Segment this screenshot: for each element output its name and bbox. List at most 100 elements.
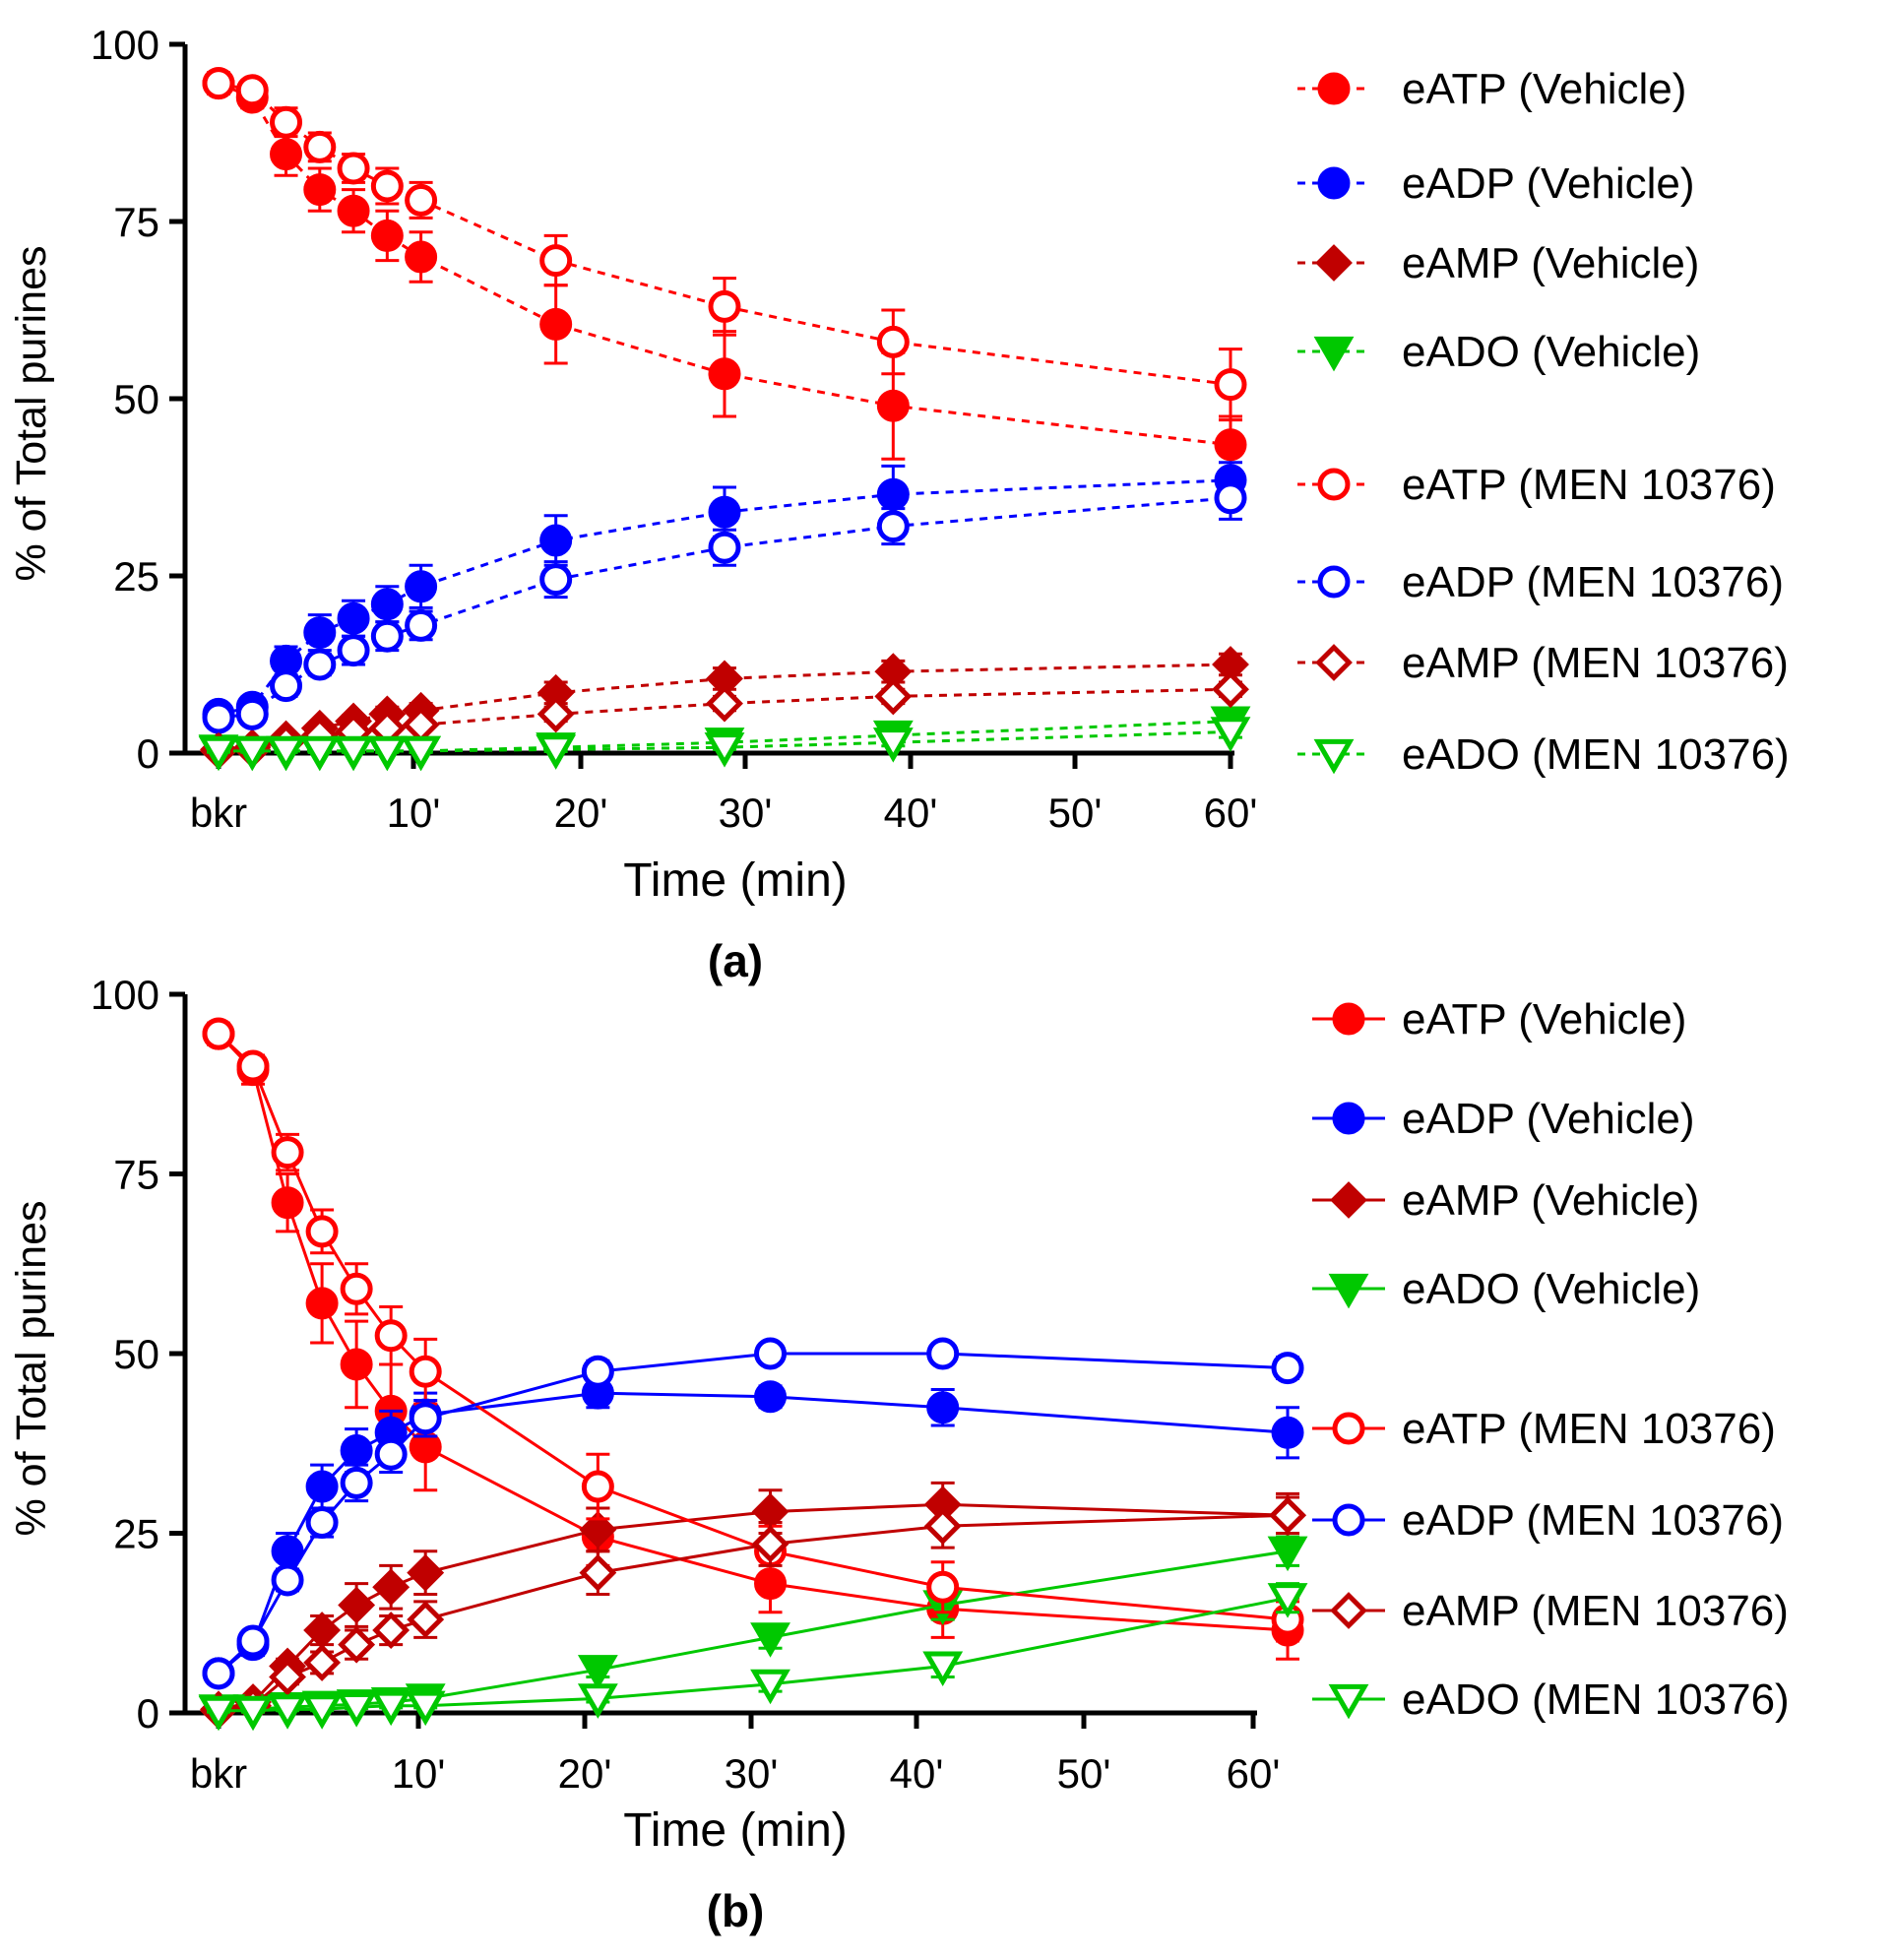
data-point	[374, 1319, 408, 1353]
data-point	[926, 1391, 960, 1424]
legend-marker	[1332, 1503, 1365, 1537]
data-point	[539, 307, 573, 341]
data-point	[1269, 1496, 1306, 1535]
data-point	[340, 1466, 373, 1499]
data-point	[1271, 1416, 1304, 1449]
x-baseline-label: bkr	[190, 1750, 247, 1797]
legend-marker	[1332, 1102, 1365, 1135]
legend-label: eADO (Vehicle)	[1402, 328, 1700, 376]
data-point	[337, 601, 370, 635]
legend-marker	[1330, 1592, 1367, 1629]
legend-marker	[1317, 72, 1351, 105]
series-eatp-vehicle	[202, 67, 1247, 475]
data-point	[266, 735, 306, 772]
legend-entry-eado-vehicle: eADO (Vehicle)	[1312, 1265, 1700, 1313]
data-point	[876, 510, 910, 543]
data-point	[409, 1355, 442, 1388]
data-point	[708, 495, 741, 529]
legend-label: eAMP (MEN 10376)	[1402, 639, 1789, 687]
legend: eATP (Vehicle) eADP (Vehicle) eAMP (Vehicl…	[1297, 65, 1790, 779]
data-point	[708, 357, 741, 391]
legend-entry-eatp-vehicle: eATP (Vehicle)	[1297, 65, 1686, 113]
data-point	[270, 105, 303, 139]
x-baseline-label: bkr	[190, 790, 247, 836]
data-point	[708, 531, 741, 564]
data-point	[704, 732, 745, 768]
legend-entry-eadp-vehicle: eADP (Vehicle)	[1312, 1095, 1695, 1143]
data-point	[750, 1622, 790, 1658]
data-point	[581, 1470, 614, 1503]
data-point	[202, 1017, 235, 1050]
x-axis-title: Time (min)	[623, 854, 848, 907]
data-point	[537, 695, 575, 733]
data-point	[202, 1657, 235, 1690]
legend-marker	[1332, 1412, 1365, 1445]
legend-marker	[1315, 244, 1353, 282]
series-eadp-men-10376	[202, 474, 1247, 734]
data-point	[1271, 1352, 1304, 1385]
data-point	[405, 183, 438, 217]
data-point	[372, 1568, 410, 1607]
x-tick-label: 60'	[1227, 1750, 1281, 1797]
data-point	[370, 619, 404, 653]
data-point	[198, 1695, 239, 1732]
data-point	[706, 684, 743, 723]
x-tick-label: 20'	[558, 1750, 612, 1797]
data-point	[1212, 670, 1249, 709]
x-tick-label: 50'	[1057, 1750, 1111, 1797]
legend-entry-eatp-men-10376: eATP (MEN 10376)	[1312, 1405, 1776, 1453]
data-point	[235, 697, 269, 730]
data-point	[370, 588, 404, 621]
legend-label: eATP (MEN 10376)	[1402, 1405, 1776, 1453]
y-axis-title: % of Total purines	[8, 245, 55, 581]
data-point	[232, 1695, 274, 1732]
data-point	[271, 1563, 304, 1597]
legend-marker	[1328, 1683, 1369, 1720]
series-eadp-men-10376	[202, 1337, 1304, 1690]
data-point	[303, 173, 337, 207]
data-point	[581, 1355, 614, 1388]
data-point	[337, 152, 370, 185]
legend-label: eADP (Vehicle)	[1402, 1095, 1695, 1143]
data-point	[333, 735, 374, 772]
legend-entry-eamp-men-10376: eAMP (MEN 10376)	[1297, 639, 1789, 687]
legend-label: eADO (MEN 10376)	[1402, 730, 1790, 779]
data-point	[305, 1287, 339, 1320]
data-point	[751, 1525, 789, 1563]
legend-marker	[1313, 336, 1355, 372]
data-point	[270, 138, 303, 171]
legend-label: eADO (MEN 10376)	[1402, 1675, 1790, 1724]
data-point	[271, 1535, 304, 1568]
panel-a-chart: 0 25 50 75 100 10' 20' 30' 40' 50' 60' % of Total …	[8, 22, 1790, 986]
legend-marker	[1315, 644, 1353, 681]
series-line	[218, 687, 1231, 753]
data-point	[271, 1186, 304, 1220]
data-point	[366, 735, 408, 772]
series-line	[218, 663, 1231, 751]
data-point	[1267, 1536, 1308, 1572]
data-point	[236, 1049, 270, 1083]
data-point	[303, 130, 337, 163]
data-point	[407, 1601, 445, 1639]
data-point	[539, 563, 573, 597]
y-tick-label: 50	[113, 376, 159, 422]
legend-label: eATP (Vehicle)	[1402, 995, 1686, 1043]
data-point	[750, 1669, 790, 1705]
series-eatp-vehicle	[202, 1017, 1304, 1661]
data-point	[340, 1348, 373, 1381]
y-tick-label: 100	[91, 972, 159, 1018]
y-tick-label: 25	[113, 1511, 159, 1557]
data-point	[202, 701, 235, 734]
legend-entry-eamp-men-10376: eAMP (MEN 10376)	[1312, 1587, 1789, 1635]
data-point	[370, 219, 404, 252]
legend-entry-eado-men-10376: eADO (MEN 10376)	[1312, 1675, 1790, 1724]
legend-entry-eadp-men-10376: eADP (MEN 10376)	[1312, 1496, 1784, 1545]
series-eatp-men-10376	[202, 67, 1247, 422]
data-point	[235, 74, 269, 107]
legend-label: eADP (Vehicle)	[1402, 159, 1695, 208]
legend-entry-eatp-vehicle: eATP (Vehicle)	[1312, 995, 1686, 1043]
data-point	[405, 608, 438, 642]
legend-entry-eamp-vehicle: eAMP (Vehicle)	[1312, 1176, 1699, 1225]
data-point	[874, 677, 913, 716]
data-point	[340, 1434, 373, 1468]
